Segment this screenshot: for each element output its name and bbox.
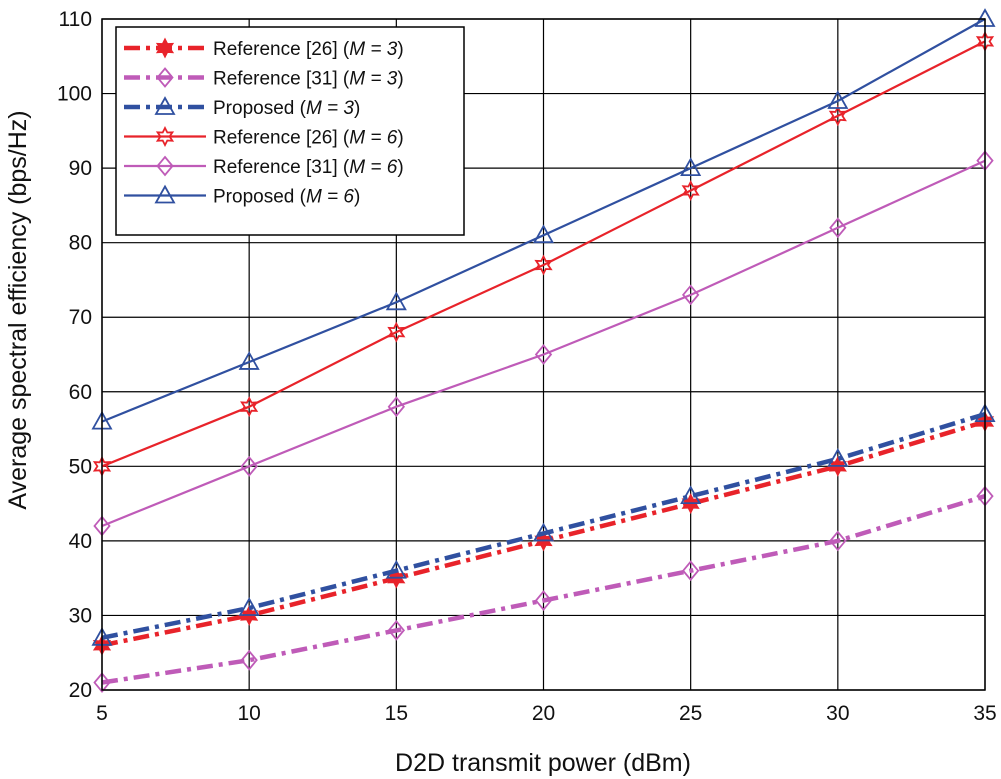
plot-frame bbox=[101, 18, 986, 691]
x-tick-label: 10 bbox=[237, 702, 260, 725]
series-line bbox=[101, 159, 986, 528]
series-line bbox=[101, 40, 986, 468]
data-point-triangle bbox=[385, 559, 407, 579]
series-4 bbox=[92, 30, 995, 477]
data-point-triangle bbox=[532, 224, 555, 244]
data-point-diamond bbox=[829, 217, 847, 239]
data-point-diamond bbox=[240, 455, 258, 477]
data-point-diamond bbox=[240, 649, 258, 671]
y-tick-label: 90 bbox=[69, 157, 92, 180]
y-tick-label: 50 bbox=[69, 455, 92, 478]
y-tick-label: 40 bbox=[69, 530, 92, 553]
data-point-triangle bbox=[154, 184, 176, 204]
y-tick-label: 70 bbox=[69, 306, 92, 329]
legend-item: Reference [26] (M = 3) bbox=[124, 37, 404, 60]
data-point-triangle bbox=[532, 522, 555, 542]
data-point-diamond bbox=[829, 530, 847, 552]
data-point-star bbox=[155, 126, 175, 147]
data-point-diamond bbox=[681, 284, 700, 306]
series-line bbox=[101, 411, 986, 641]
legend-label: Reference [31] (M = 3) bbox=[213, 69, 404, 90]
data-point-triangle bbox=[238, 597, 260, 616]
legend: Reference [26] (M = 3) Reference [31] (M … bbox=[115, 26, 465, 236]
data-point-triangle bbox=[238, 351, 260, 370]
legend-label: Proposed (M = 6) bbox=[213, 187, 360, 208]
x-tick-label: 25 bbox=[679, 702, 702, 725]
legend-box bbox=[115, 26, 465, 236]
legend-item: Proposed (M = 3) bbox=[124, 96, 360, 119]
data-point-diamond bbox=[534, 344, 553, 365]
plot-border bbox=[101, 18, 986, 691]
data-point-diamond bbox=[681, 560, 700, 582]
legend-label: Reference [26] (M = 3) bbox=[213, 39, 404, 60]
data-point-triangle bbox=[827, 448, 849, 467]
series-line bbox=[101, 494, 986, 685]
data-point-triangle bbox=[385, 291, 407, 311]
data-point-triangle bbox=[680, 157, 702, 177]
legend-item: Reference [31] (M = 3) bbox=[124, 67, 404, 90]
data-point-diamond bbox=[156, 155, 174, 177]
data-point-star bbox=[534, 254, 553, 276]
data-point-triangle bbox=[827, 90, 849, 109]
x-axis-label: D2D transmit power (dBm) bbox=[395, 749, 691, 777]
legend-label: Proposed (M = 3) bbox=[213, 98, 360, 119]
x-tick-label: 20 bbox=[532, 702, 555, 725]
data-point-triangle bbox=[680, 485, 702, 505]
data-point-diamond bbox=[387, 396, 406, 418]
data-point-diamond bbox=[93, 672, 111, 693]
data-point-diamond bbox=[387, 619, 406, 641]
data-point-star bbox=[828, 105, 847, 127]
series-2 bbox=[93, 485, 994, 693]
data-point-star bbox=[155, 37, 175, 59]
series-line bbox=[101, 18, 986, 423]
data-point-star bbox=[387, 321, 406, 343]
y-tick-label: 30 bbox=[69, 604, 92, 627]
legend-item: Reference [31] (M = 6) bbox=[124, 155, 404, 178]
y-tick-label: 100 bbox=[57, 83, 92, 106]
legend-label: Reference [26] (M = 6) bbox=[213, 128, 404, 149]
x-tick-label: 15 bbox=[385, 702, 408, 725]
x-tick-label: 5 bbox=[96, 702, 108, 725]
data-point-diamond bbox=[534, 590, 553, 611]
y-tick-label: 80 bbox=[69, 232, 92, 255]
y-tick-label: 110 bbox=[59, 8, 92, 31]
legend-label: Reference [31] (M = 6) bbox=[213, 157, 404, 178]
series-5 bbox=[93, 150, 994, 537]
y-tick-label: 60 bbox=[69, 381, 92, 404]
series-layer bbox=[91, 8, 996, 693]
series-3 bbox=[91, 403, 996, 646]
x-tick-label: 30 bbox=[826, 702, 849, 725]
legend-item: Reference [26] (M = 6) bbox=[124, 126, 404, 149]
y-axis-label: Average spectral efficiency (bps/Hz) bbox=[4, 110, 32, 509]
data-point-triangle bbox=[154, 96, 176, 115]
data-point-star bbox=[681, 180, 700, 201]
x-tick-label: 35 bbox=[973, 702, 996, 725]
tick-labels: 5 10 15 20 25 30 35 20 30 40 50 60 70 80 90 100 110 bbox=[57, 8, 997, 725]
legend-item: Proposed (M = 6) bbox=[124, 184, 360, 208]
data-point-diamond bbox=[156, 67, 174, 88]
y-tick-label: 20 bbox=[69, 679, 92, 702]
data-point-star bbox=[240, 396, 259, 418]
